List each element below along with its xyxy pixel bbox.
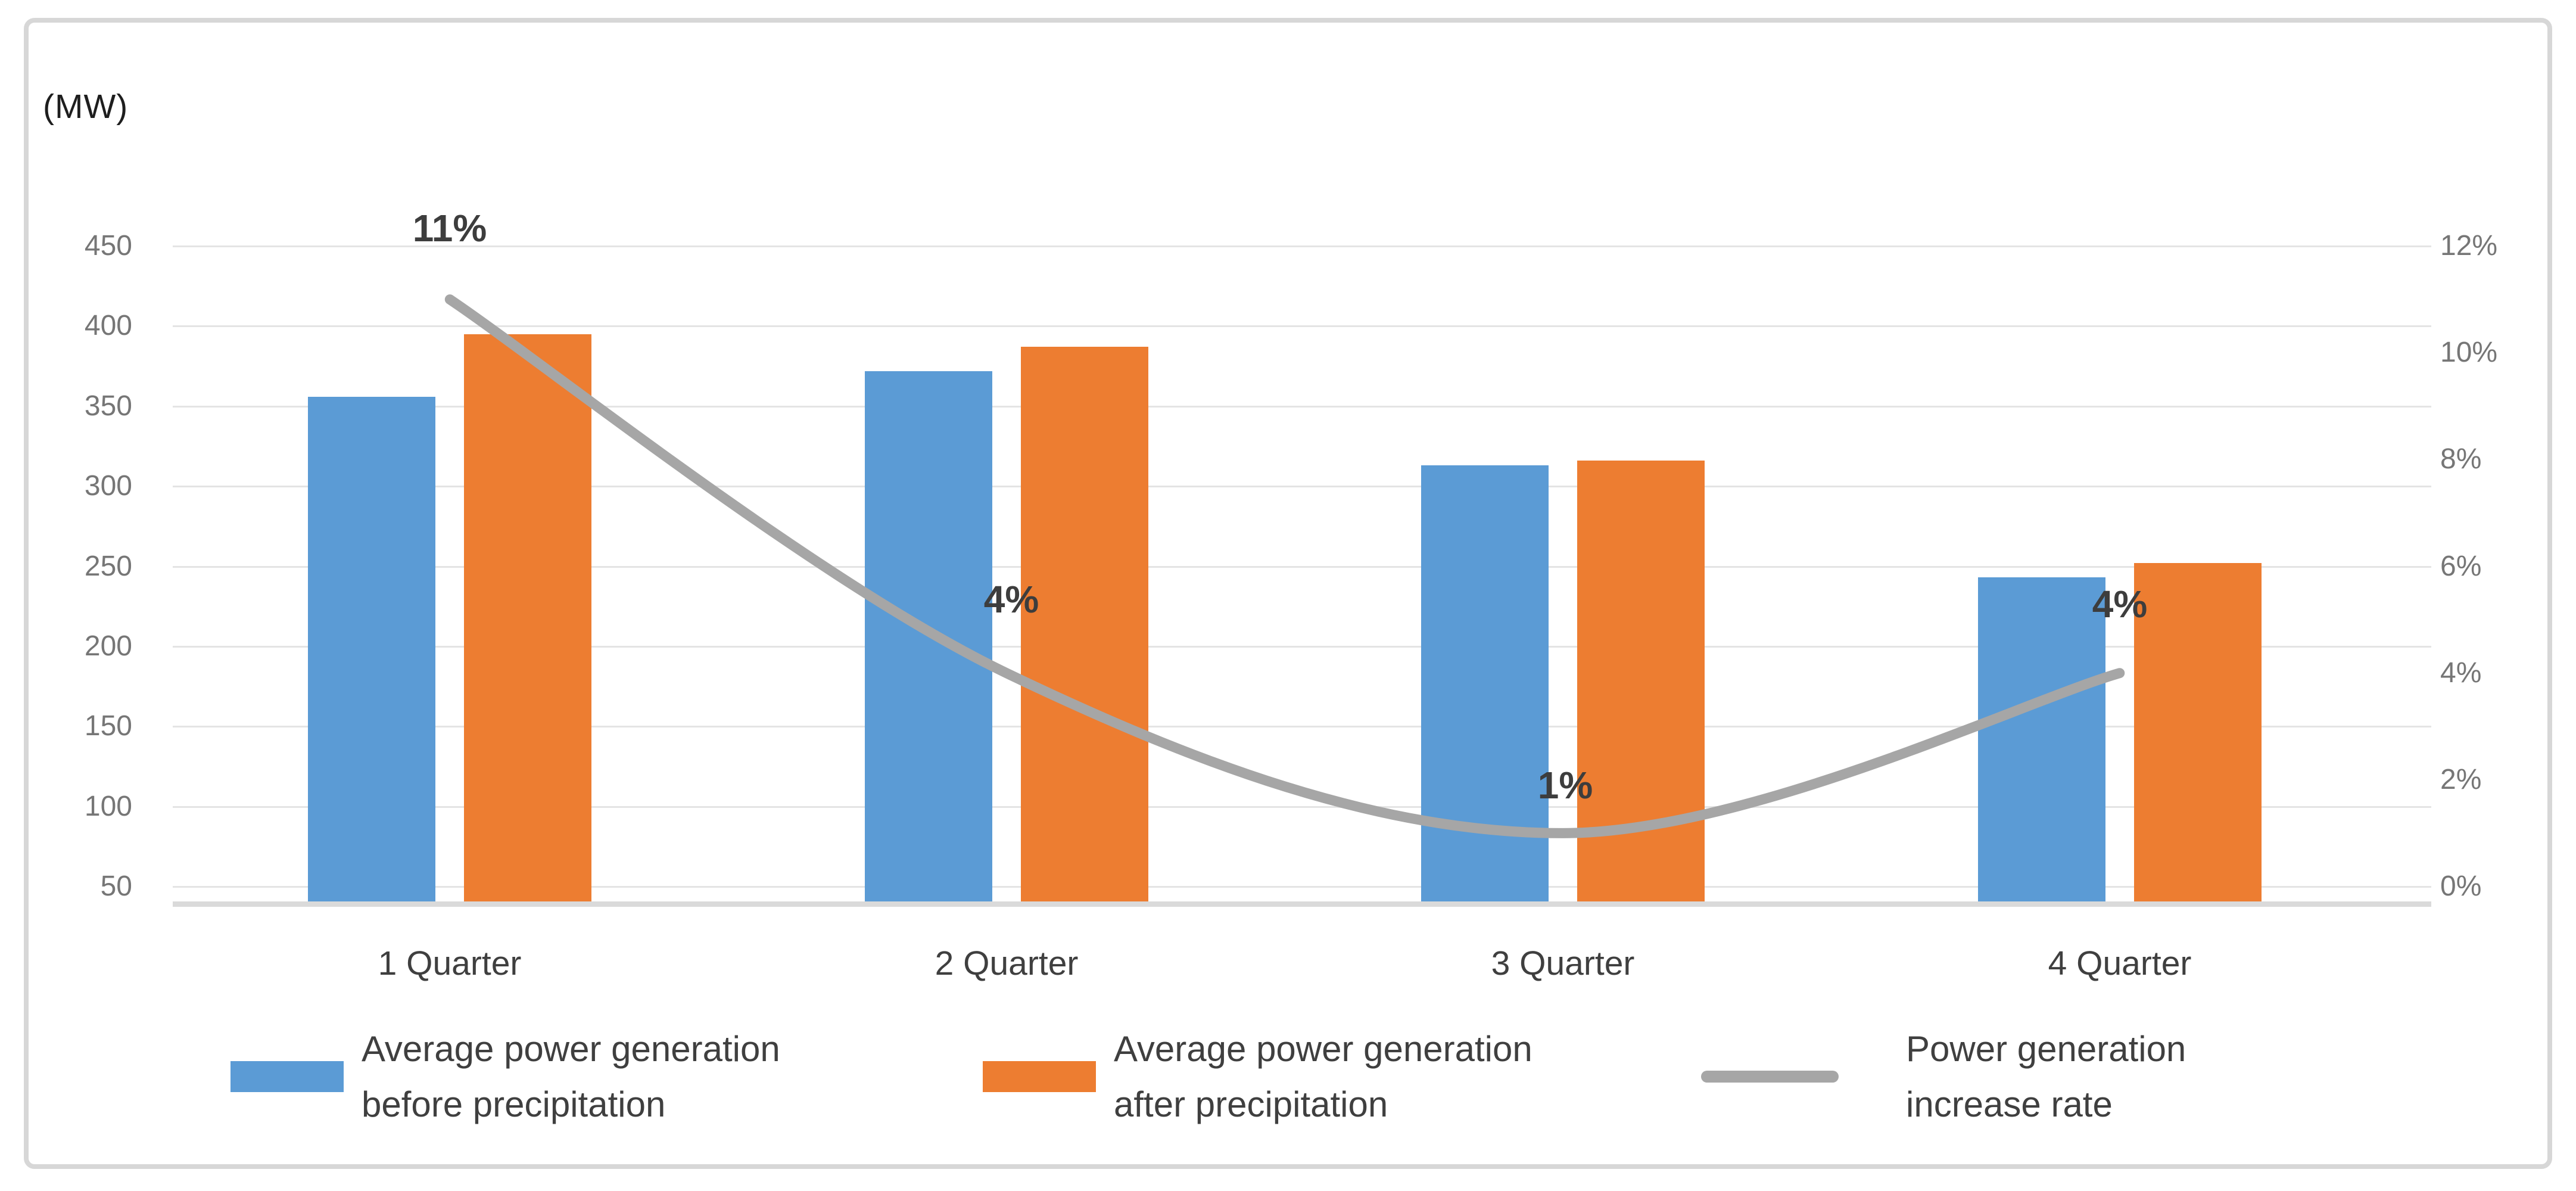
left-axis-unit-label: (MW) [43, 88, 129, 126]
y-axis-tick-label: 50 [100, 870, 132, 902]
secondary-axis-tick-label: 2% [2440, 764, 2482, 795]
y-axis-tick-label: 100 [84, 791, 132, 822]
x-axis-label: 4 Quarter [2048, 944, 2192, 982]
secondary-axis-tick-label: 12% [2440, 230, 2498, 262]
y-axis-tick-label: 150 [84, 710, 132, 742]
rate-point-label: 4% [983, 578, 1039, 621]
gridline [173, 886, 2431, 888]
legend-item-after-precipitation: Average power generation after precipita… [983, 1021, 1532, 1132]
legend-label-after: Average power generation after precipita… [1114, 1029, 1532, 1124]
bar-before-precipitation [1421, 465, 1549, 903]
rate-point-label: 11% [412, 207, 487, 250]
y-axis-tick-label: 200 [84, 630, 132, 662]
bar-after-precipitation [464, 334, 591, 903]
rate-point-label: 4% [2092, 583, 2148, 626]
category-axis-line [173, 901, 2431, 907]
bar-after-precipitation [1021, 347, 1148, 903]
bar-after-precipitation [2134, 563, 2262, 903]
secondary-axis-tick-label: 0% [2440, 870, 2482, 902]
bar-before-precipitation [865, 371, 992, 903]
y-axis-tick-label: 400 [84, 310, 132, 341]
gridline [173, 245, 2431, 247]
y-axis-tick-label: 300 [84, 470, 132, 502]
bar-before-precipitation [1978, 577, 2105, 903]
legend-label-rate: Power generation increase rate [1906, 1029, 2186, 1124]
secondary-axis-tick-label: 6% [2440, 551, 2482, 582]
legend-swatch-after-icon [983, 1061, 1096, 1092]
bar-before-precipitation [308, 397, 435, 903]
legend-item-before-precipitation: Average power generation before precipit… [230, 1021, 780, 1132]
y-axis-tick-label: 450 [84, 230, 132, 262]
y-axis-tick-label: 250 [84, 551, 132, 582]
gridline [173, 325, 2431, 327]
secondary-axis-tick-label: 4% [2440, 657, 2482, 689]
rate-point-label: 1% [1537, 764, 1593, 807]
x-axis-label: 3 Quarter [1491, 944, 1635, 982]
legend-swatch-before-icon [230, 1061, 344, 1092]
legend-label-before: Average power generation before precipit… [362, 1029, 780, 1124]
legend-item-increase-rate: Power generation increase rate [1701, 1021, 2186, 1132]
x-axis-label: 2 Quarter [935, 944, 1079, 982]
x-axis-label: 1 Quarter [378, 944, 522, 982]
secondary-axis-tick-label: 8% [2440, 443, 2482, 475]
legend-line-swatch-icon [1701, 1071, 1839, 1083]
bar-after-precipitation [1577, 461, 1705, 903]
y-axis-tick-label: 350 [84, 390, 132, 422]
secondary-axis-tick-label: 10% [2440, 337, 2498, 368]
